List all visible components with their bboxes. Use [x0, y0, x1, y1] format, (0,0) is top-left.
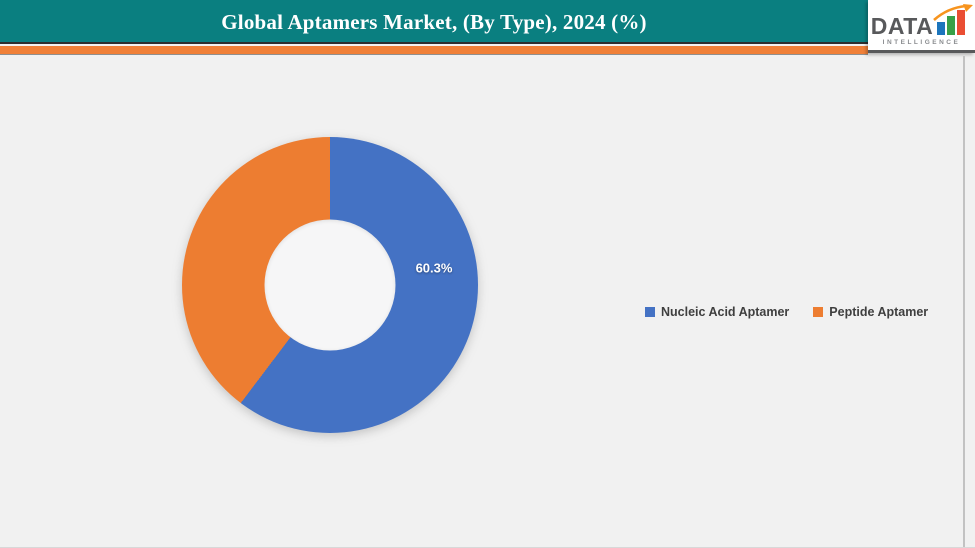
logo-bar-green	[947, 16, 956, 35]
legend-swatch-blue	[645, 307, 655, 317]
right-border-line	[963, 56, 965, 547]
legend-label: Peptide Aptamer	[829, 305, 929, 319]
data-intelligence-logo: DATA INTELLIGENCE	[868, 0, 975, 53]
logo-subtext: INTELLIGENCE	[882, 39, 961, 46]
logo-wordmark: DATA	[870, 13, 934, 39]
chart-legend: Nucleic Acid Aptamer Peptide Aptamer	[645, 305, 928, 319]
legend-item-nucleic-acid-aptamer: Nucleic Acid Aptamer	[645, 305, 789, 319]
legend-swatch-orange	[813, 307, 824, 317]
donut-hole	[264, 219, 396, 351]
legend-item-peptide-aptamer: Peptide Aptamer	[813, 305, 928, 319]
logo-bar-red	[957, 10, 966, 35]
growth-arrow-icon	[933, 4, 974, 21]
legend-label: Nucleic Acid Aptamer	[661, 305, 790, 319]
logo-row: DATA	[870, 4, 974, 39]
header-band: Global Aptamers Market, (By Type), 2024 …	[0, 0, 868, 44]
logo-bar-blue	[937, 22, 946, 35]
page-title: Global Aptamers Market, (By Type), 2024 …	[221, 9, 647, 34]
slice-data-label: 60.3%	[415, 260, 453, 276]
bar-chart-icon	[933, 4, 974, 38]
header-accent-stripe	[0, 46, 868, 55]
donut-chart: 60.3%	[182, 137, 478, 433]
